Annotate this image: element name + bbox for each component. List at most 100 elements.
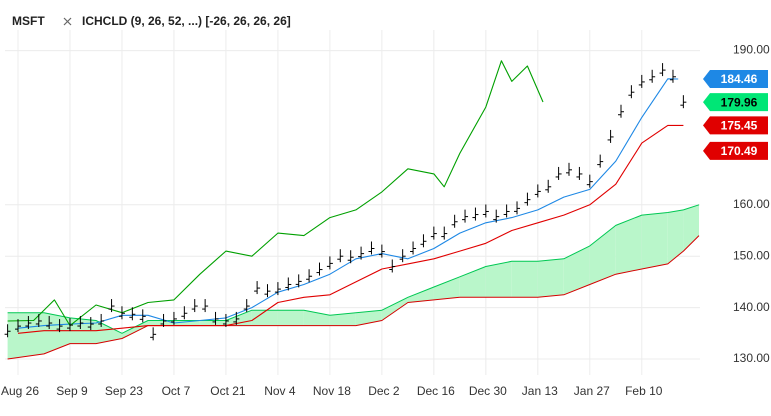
price-bar: [524, 192, 531, 206]
close-icon[interactable]: [63, 17, 72, 26]
cloud-fill: [277, 310, 304, 326]
cloud-fill: [251, 310, 278, 326]
price-bar: [160, 313, 167, 327]
price-bar: [638, 74, 645, 88]
x-tick-label: Jan 13: [522, 384, 558, 398]
price-bar: [649, 69, 656, 83]
cloud: [7, 204, 700, 360]
y-tick-label: 160.00: [733, 197, 770, 211]
cloud-fill: [459, 266, 486, 298]
price-bar: [98, 313, 105, 327]
indicator-line: [7, 60, 544, 327]
price-bar: [441, 226, 448, 240]
cloud-fill: [563, 245, 590, 295]
price-badge: [703, 70, 768, 89]
price-bar: [410, 241, 417, 255]
cloud-fill: [199, 320, 226, 326]
x-tick-label: Sep 9: [56, 384, 88, 398]
price-bar: [233, 311, 240, 325]
price-bar: [316, 262, 323, 276]
price-bar: [25, 316, 32, 330]
price-bar: [566, 162, 573, 176]
price-bar: [108, 299, 115, 313]
x-tick-label: Dec 16: [417, 384, 455, 398]
cloud-fill: [485, 261, 512, 298]
price-bar: [607, 129, 614, 143]
price-bar: [285, 277, 292, 291]
price-bar: [482, 204, 489, 218]
price-bar: [378, 244, 385, 258]
price-bar: [628, 85, 635, 99]
price-bar: [586, 174, 593, 188]
price-bar: [669, 69, 676, 83]
price-bar: [77, 316, 84, 330]
price-bar: [555, 166, 562, 180]
price-bar: [66, 318, 73, 332]
y-tick-label: 140.00: [733, 300, 770, 314]
price-bar: [170, 311, 177, 325]
x-tick-label: Feb 10: [625, 384, 663, 398]
cloud-fill: [667, 209, 684, 264]
price-bar: [368, 241, 375, 255]
indicator-line: [17, 78, 679, 329]
cloud-fill: [7, 312, 45, 359]
price-badge: [703, 116, 768, 135]
price-bar: [597, 154, 604, 168]
price-bar: [274, 282, 281, 296]
price-badge: [703, 93, 768, 112]
price-bar: [87, 317, 94, 331]
price-bar: [503, 204, 510, 218]
price-bar: [399, 249, 406, 263]
price-bar: [337, 249, 344, 263]
price-bar: [139, 309, 146, 323]
price-bar: [451, 214, 458, 228]
axis-labels: 130.00 140.00 150.00 160.00 190.00 Aug 26 Sep …: [1, 43, 770, 398]
price-bar: [420, 234, 427, 248]
price-bar: [295, 274, 302, 288]
symbol: MSFT: [12, 14, 45, 28]
price-bar: [430, 226, 437, 240]
x-tick-label: Oct 7: [162, 384, 191, 398]
x-tick-label: Dec 2: [368, 384, 400, 398]
price-bar: [534, 184, 541, 198]
cloud-fill: [329, 312, 356, 326]
price-badge-label: 179.96: [721, 95, 758, 109]
x-tick-label: Nov 18: [313, 384, 351, 398]
y-tick-label: 190.00: [733, 43, 770, 57]
cloud-fill: [641, 212, 668, 269]
x-tick-label: Jan 27: [574, 384, 610, 398]
price-badge: [703, 141, 768, 160]
price-bar: [389, 259, 396, 273]
price-bar: [4, 324, 11, 338]
price-bar: [659, 63, 666, 77]
price-bar: [14, 319, 21, 333]
price-bar: [545, 179, 552, 193]
x-tick-label: Aug 26: [1, 384, 39, 398]
grid: [5, 30, 700, 375]
price-badge-label: 170.49: [721, 144, 758, 158]
indicator-name: ICHCLD (9, 26, 52, ...) [-26, 26, 26, 26…: [82, 14, 291, 28]
price-badges: 184.46 179.96 175.45 170.49: [703, 70, 768, 160]
y-tick-label: 150.00: [733, 248, 770, 262]
leading-span-b: [7, 235, 700, 360]
price-bar: [326, 256, 333, 270]
price-bar: [472, 207, 479, 221]
price-bar: [462, 209, 469, 223]
x-tick-label: Nov 4: [264, 384, 296, 398]
price-bar: [191, 299, 198, 313]
price-bar: [264, 284, 271, 298]
cloud-fill: [122, 320, 148, 339]
cloud-fill: [511, 261, 538, 298]
remove-indicator[interactable]: [63, 17, 72, 26]
price-bar: [514, 201, 521, 215]
price-bar: [680, 95, 687, 109]
price-bar: [254, 281, 261, 295]
cloud-fill: [173, 320, 200, 326]
price-bar: [181, 306, 188, 320]
cloud-fill: [589, 225, 616, 285]
price-badge-label: 184.46: [721, 72, 758, 86]
cloud-fill: [407, 287, 434, 303]
